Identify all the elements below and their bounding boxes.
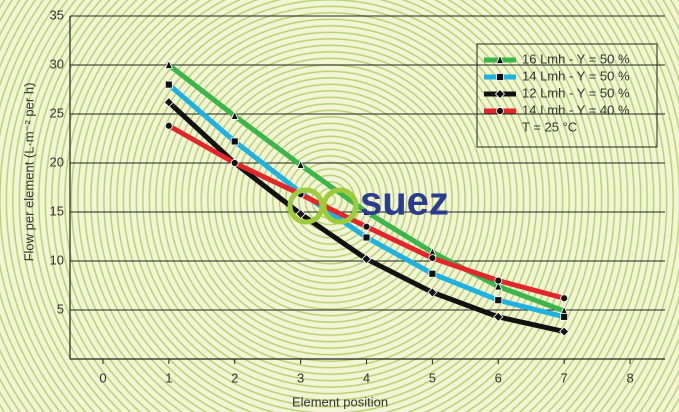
legend-label: 14 Lmh - Y = 50 % bbox=[522, 68, 630, 83]
data-point bbox=[230, 137, 239, 146]
x-tick-label: 8 bbox=[626, 370, 633, 385]
data-point bbox=[560, 294, 569, 303]
data-point bbox=[362, 206, 371, 216]
x-tick-label: 7 bbox=[561, 370, 568, 385]
data-point bbox=[164, 121, 173, 130]
y-tick-label: 10 bbox=[50, 252, 64, 267]
legend-label: 12 Lmh - Y = 50 % bbox=[522, 85, 630, 100]
data-point bbox=[428, 269, 437, 278]
legend-label: 16 Lmh - Y = 50 % bbox=[522, 51, 630, 66]
data-point bbox=[164, 59, 173, 69]
data-point bbox=[230, 110, 239, 120]
data-point bbox=[163, 97, 174, 108]
legend-marker bbox=[496, 73, 504, 81]
data-point bbox=[493, 311, 504, 322]
x-tick-label: 4 bbox=[363, 370, 370, 385]
x-tick-label: 2 bbox=[231, 370, 238, 385]
logo-ring bbox=[321, 187, 359, 225]
y-tick-label: 35 bbox=[50, 7, 64, 22]
x-tick-label: 6 bbox=[495, 370, 502, 385]
data-point bbox=[559, 326, 570, 337]
legend-label: 14 Lmh - Y = 40 % bbox=[522, 102, 630, 117]
legend-marker bbox=[494, 88, 506, 100]
data-point bbox=[362, 222, 371, 231]
data-point bbox=[428, 254, 437, 262]
y-tick-label: 5 bbox=[57, 301, 64, 316]
x-tick-label: 1 bbox=[165, 370, 172, 385]
legend-note: T = 25 °C bbox=[522, 119, 577, 134]
data-point bbox=[164, 80, 173, 89]
data-point bbox=[230, 159, 239, 167]
legend-marker bbox=[496, 107, 504, 115]
y-tick-label: 20 bbox=[50, 154, 64, 169]
y-axis-label: Flow per element (L·m⁻² per h) bbox=[21, 83, 36, 262]
logo: suez bbox=[360, 180, 449, 224]
data-point bbox=[494, 296, 503, 305]
y-tick-label: 30 bbox=[50, 56, 64, 71]
data-point bbox=[560, 312, 569, 321]
x-tick-label: 3 bbox=[297, 370, 304, 385]
x-tick-label: 0 bbox=[99, 370, 106, 385]
y-tick-label: 25 bbox=[50, 105, 64, 120]
data-point bbox=[296, 159, 305, 169]
data-point bbox=[362, 233, 371, 242]
legend-marker bbox=[495, 54, 505, 64]
x-tick-label: 5 bbox=[429, 370, 436, 385]
data-point bbox=[494, 280, 503, 291]
data-point bbox=[361, 253, 372, 265]
y-tick-label: 15 bbox=[50, 203, 64, 218]
data-point bbox=[494, 276, 503, 285]
legend-box bbox=[476, 43, 658, 148]
data-point bbox=[427, 287, 438, 298]
x-axis-label: Element position bbox=[292, 394, 388, 409]
